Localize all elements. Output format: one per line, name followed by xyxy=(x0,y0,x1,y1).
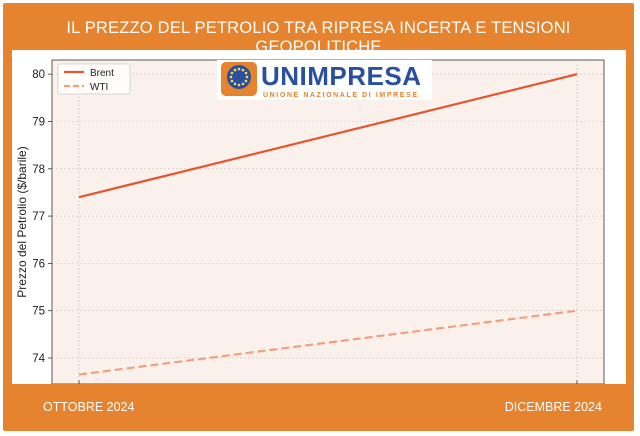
legend-wti-label: WTI xyxy=(90,82,108,93)
y-tick-label: 75 xyxy=(32,306,45,318)
y-tick-label: 74 xyxy=(32,353,45,365)
series-lines xyxy=(78,73,578,376)
y-tick-label: 78 xyxy=(32,164,45,176)
y-tick-label: 80 xyxy=(32,69,45,81)
chart-panel: 74 75 76 77 78 79 80 Prezzo del Petrolio ($/ba… xyxy=(12,50,626,385)
logo-wordmark: UNIMPRESA xyxy=(261,61,422,91)
y-axis-label: Prezzo del Petrolio ($/barile) xyxy=(15,146,29,297)
footer-start-date: OTTOBRE 2024 xyxy=(43,400,135,414)
logo-tagline: UNIONE NAZIONALE DI IMPRESE xyxy=(263,92,419,99)
legend-brent-label: Brent xyxy=(90,68,114,79)
eu-stars-icon xyxy=(227,65,251,89)
x-axis-ticks xyxy=(78,380,578,384)
footer-end-date: DICEMBRE 2024 xyxy=(504,400,602,414)
chart-frame: IL PREZZO DEL PETROLIO TRA RIPRESA INCER… xyxy=(3,3,634,431)
y-tick-label: 77 xyxy=(32,211,45,223)
y-axis-ticks: 74 75 76 77 78 79 80 xyxy=(32,69,52,365)
eu-stars-ring-icon xyxy=(229,67,249,87)
legend: Brent WTI xyxy=(57,63,131,95)
series-line-brent xyxy=(78,73,578,199)
plot-area xyxy=(51,59,605,385)
unimpresa-logo: UNIMPRESA UNIONE NAZIONALE DI IMPRESE xyxy=(217,60,432,100)
line-chart: 74 75 76 77 78 79 80 Prezzo del Petrolio ($/ba… xyxy=(15,59,605,385)
y-tick-label: 76 xyxy=(32,258,45,270)
y-tick-label: 79 xyxy=(32,116,45,128)
